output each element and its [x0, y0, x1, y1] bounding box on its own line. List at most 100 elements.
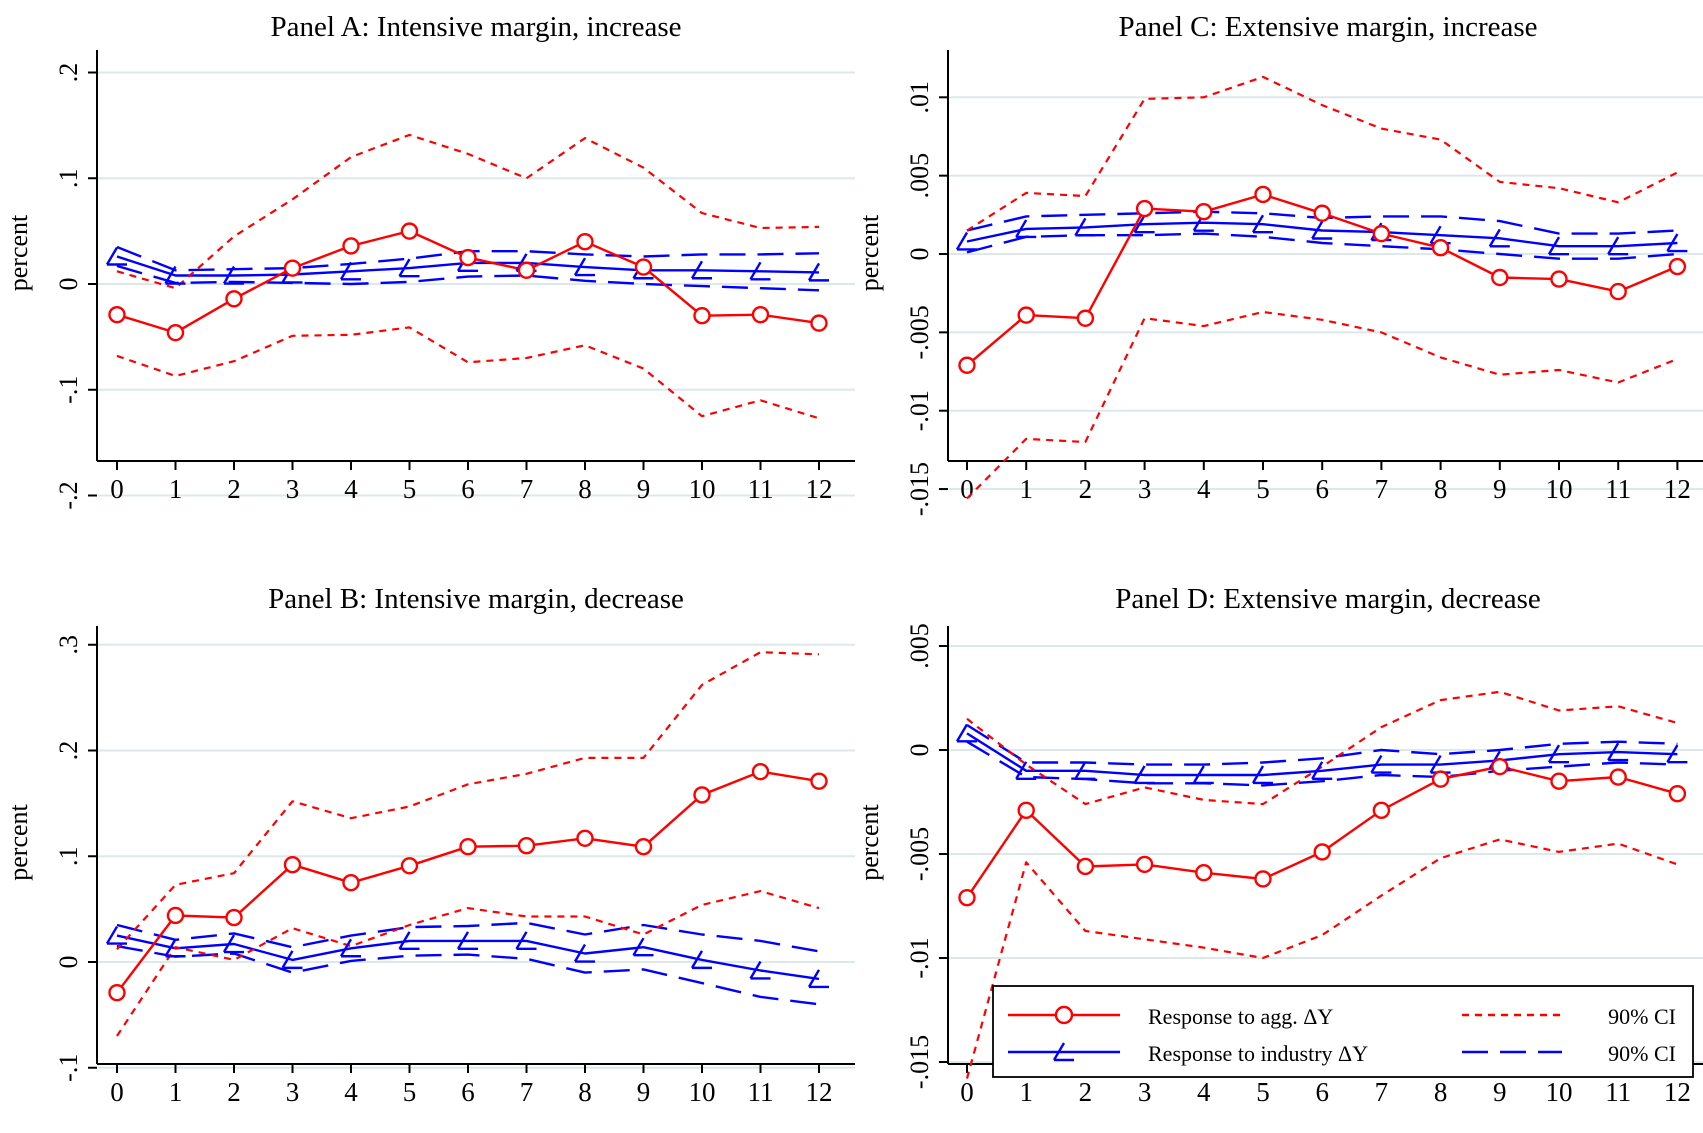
- agg-marker: [1491, 268, 1509, 287]
- industry-marker: [1547, 744, 1569, 764]
- x-tick-label: 10: [1546, 1077, 1573, 1107]
- agg-marker: [1135, 199, 1154, 218]
- x-tick-label: 2: [1079, 1077, 1093, 1107]
- agg-response-line: [116, 770, 820, 994]
- x-tick-label: 5: [1256, 474, 1270, 504]
- x-tick-label: 6: [461, 1077, 475, 1107]
- x-tick-label: 3: [286, 1077, 300, 1107]
- industry-marker: [1311, 761, 1333, 780]
- industry-marker: [1015, 219, 1037, 239]
- x-tick-label: 5: [403, 474, 417, 504]
- industry-ci-lower-line: [116, 264, 820, 292]
- industry-marker: [398, 258, 420, 278]
- industry-marker: [573, 943, 595, 963]
- y-tick-label: .005: [905, 623, 934, 669]
- agg-marker: [1668, 784, 1687, 803]
- y-tick-label: .2: [54, 741, 83, 761]
- industry-marker: [1251, 214, 1273, 234]
- x-tick-label: 11: [748, 1077, 774, 1107]
- industry-marker: [749, 261, 771, 281]
- legend-label-industry: Response to industry ΔY: [1148, 1041, 1368, 1066]
- industry-marker: [1074, 761, 1096, 780]
- industry-marker: [1311, 220, 1333, 240]
- agg-marker: [1668, 257, 1687, 276]
- industry-marker: [955, 723, 977, 743]
- agg-marker: [1550, 270, 1568, 288]
- agg-marker: [1609, 282, 1627, 301]
- agg-marker: [1372, 801, 1391, 820]
- x-tick-label: 8: [578, 1077, 592, 1107]
- y-tick-label: -.01: [905, 390, 934, 431]
- agg-marker: [810, 772, 828, 790]
- industry-marker: [164, 938, 186, 958]
- agg-ci-lower-line: [966, 310, 1678, 500]
- agg-ci-upper-line: [966, 690, 1678, 806]
- y-tick-label: -.005: [905, 827, 934, 881]
- y-tick-label: -.005: [905, 305, 934, 359]
- x-tick-label: 12: [806, 474, 833, 504]
- x-tick-label: 6: [461, 474, 475, 504]
- x-tick-label: 11: [1605, 474, 1631, 504]
- industry-marker: [222, 934, 244, 954]
- industry-ci-upper-line: [116, 921, 820, 953]
- agg-ci-upper-line: [116, 133, 820, 290]
- industry-marker: [1251, 765, 1273, 785]
- industry-marker: [339, 261, 361, 281]
- industry-marker: [1666, 744, 1688, 764]
- legend-label-industry-ci: 90% CI: [1608, 1041, 1676, 1066]
- agg-marker: [634, 258, 653, 276]
- agg-ci-upper-line: [116, 651, 820, 951]
- x-tick-label: 3: [1138, 474, 1152, 504]
- industry-marker: [398, 931, 420, 951]
- industry-marker: [222, 265, 244, 285]
- agg-marker: [958, 356, 976, 374]
- legend-label-agg: Response to agg. ΔY: [1148, 1004, 1333, 1029]
- agg-ci-lower-line: [116, 889, 820, 1037]
- x-tick-label: 7: [1375, 1077, 1389, 1107]
- x-tick-label: 0: [960, 474, 974, 504]
- panel-title: Panel C: Extensive margin, increase: [1118, 11, 1537, 43]
- agg-marker: [1313, 204, 1331, 222]
- x-tick-label: 1: [1019, 1077, 1033, 1107]
- industry-marker: [1607, 742, 1629, 762]
- x-tick-label: 3: [1138, 1077, 1152, 1107]
- industry-response-line: [966, 221, 1678, 248]
- industry-marker: [807, 262, 829, 282]
- agg-marker: [459, 248, 477, 267]
- x-tick-label: 6: [1315, 1077, 1329, 1107]
- agg-marker: [1313, 843, 1331, 861]
- panel-c: Panel C: Extensive margin, increase -.01 5…: [855, 11, 1703, 516]
- x-tick-label: 12: [806, 1077, 833, 1107]
- y-tick-label: 0: [905, 744, 934, 757]
- agg-ci-lower-line: [116, 326, 820, 420]
- industry-response-line: [116, 934, 820, 981]
- x-tick-label: 4: [1197, 474, 1211, 504]
- y-tick-label: .01: [905, 81, 934, 114]
- industry-marker: [1192, 765, 1214, 785]
- x-tick-label: 1: [169, 474, 183, 504]
- y-tick-label: 0: [54, 278, 83, 291]
- agg-marker: [342, 873, 360, 892]
- y-axis-label: percent: [855, 803, 884, 880]
- x-tick-label: 5: [1256, 1077, 1270, 1107]
- x-tick-label: 9: [1493, 474, 1507, 504]
- x-tick-label: 0: [110, 1077, 124, 1107]
- y-tick-label: -.2: [54, 481, 83, 509]
- panel-d: Panel D: Extensive margin, decrease-.015…: [855, 583, 1703, 1107]
- industry-marker: [1074, 217, 1096, 237]
- x-tick-label: 2: [227, 1077, 241, 1107]
- industry-ci-upper-line: [966, 723, 1678, 766]
- x-tick-label: 11: [748, 474, 774, 504]
- industry-marker: [749, 960, 771, 980]
- agg-marker: [693, 786, 711, 804]
- agg-marker: [517, 261, 536, 279]
- agg-marker: [225, 908, 243, 927]
- agg-marker: [1431, 239, 1450, 257]
- agg-marker: [166, 323, 185, 342]
- y-axis-label: percent: [855, 214, 884, 291]
- x-tick-label: 3: [286, 474, 300, 504]
- industry-marker: [1370, 754, 1392, 774]
- industry-marker: [105, 925, 127, 945]
- x-tick-label: 9: [637, 474, 651, 504]
- agg-marker: [1372, 224, 1391, 243]
